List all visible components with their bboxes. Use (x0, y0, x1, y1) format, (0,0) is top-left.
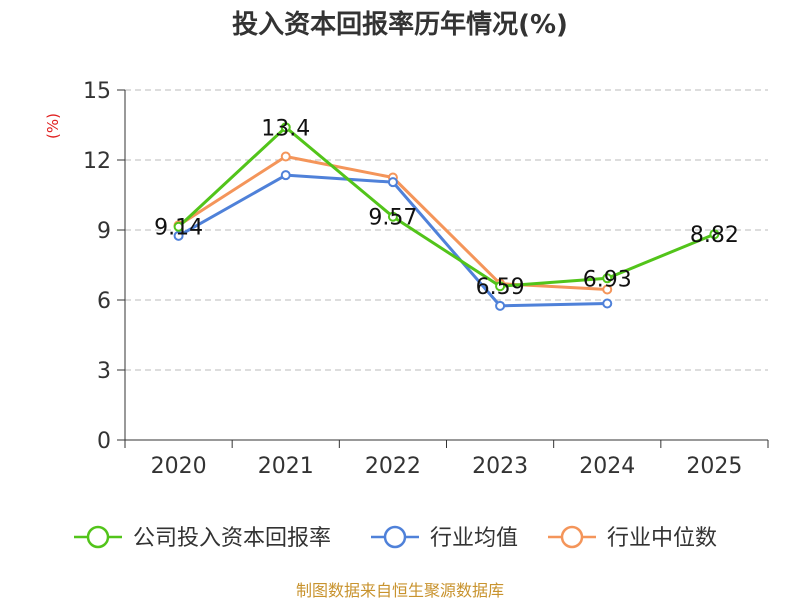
legend-label-company: 公司投入资本回报率 (133, 526, 331, 551)
legend-swatch-median-marker (560, 525, 584, 549)
data-point-industry-mean (387, 177, 398, 188)
y-tick-label: 15 (83, 79, 111, 104)
x-tick-label: 2021 (258, 454, 314, 479)
legend-label-industry-mean: 行业均值 (430, 526, 518, 551)
legend-label-industry-median: 行业中位数 (607, 526, 717, 551)
series-group (173, 122, 720, 311)
data-label: 6.93 (583, 267, 632, 292)
x-tick-label: 2022 (365, 454, 421, 479)
data-point-company (602, 273, 613, 284)
data-point-industry-median (280, 151, 291, 162)
y-tick-label: 12 (83, 149, 111, 174)
x-tick-label: 2024 (579, 454, 635, 479)
data-point-industry-mean (495, 300, 506, 311)
legend-item-industry-median[interactable]: 行业中位数 (548, 525, 717, 551)
legend-item-industry-mean[interactable]: 行业均值 (371, 525, 518, 551)
x-tick-label: 2025 (686, 454, 742, 479)
axes (117, 89, 769, 448)
data-point-company (709, 229, 720, 240)
data-point-industry-mean (602, 298, 613, 309)
data-point-company (280, 122, 291, 133)
data-label: 13.4 (261, 116, 310, 141)
data-point-company (387, 211, 398, 222)
data-point-company (495, 281, 506, 292)
data-point-industry-median (602, 284, 613, 295)
data-label: 9.57 (368, 206, 417, 231)
x-tick-label: 2023 (472, 454, 528, 479)
data-point-industry-mean (173, 230, 184, 241)
x-tick-labels: 2020 2021 2022 2023 2024 2025 (151, 454, 743, 479)
y-tick-label: 0 (97, 429, 111, 454)
data-label: 9.14 (154, 216, 203, 241)
y-tick-label: 3 (97, 359, 111, 384)
legend-swatch-mean-marker (383, 525, 407, 549)
series-line-company (177, 125, 715, 288)
y-tick-labels: 0 3 6 9 12 15 (83, 79, 111, 454)
source-note: 制图数据来自恒生聚源数据库 (296, 581, 504, 600)
y-tick-label: 6 (97, 289, 111, 314)
data-label: 8.82 (690, 223, 739, 248)
data-labels: 9.14 13.4 9.57 6.59 6.93 8.82 (154, 116, 739, 300)
data-point-industry-mean (280, 170, 291, 181)
chart-title: 投入资本回报率历年情况(%) (232, 9, 568, 40)
legend-item-company[interactable]: 公司投入资本回报率 (74, 525, 331, 551)
legend[interactable]: 公司投入资本回报率 行业均值 行业中位数 (74, 525, 717, 551)
y-tick-label: 9 (97, 219, 111, 244)
x-tick-label: 2020 (151, 454, 207, 479)
legend-swatch-company-marker (86, 525, 110, 549)
data-point-company (173, 221, 184, 232)
y-axis-unit-label: (%) (44, 113, 62, 139)
data-label: 6.59 (476, 275, 525, 300)
